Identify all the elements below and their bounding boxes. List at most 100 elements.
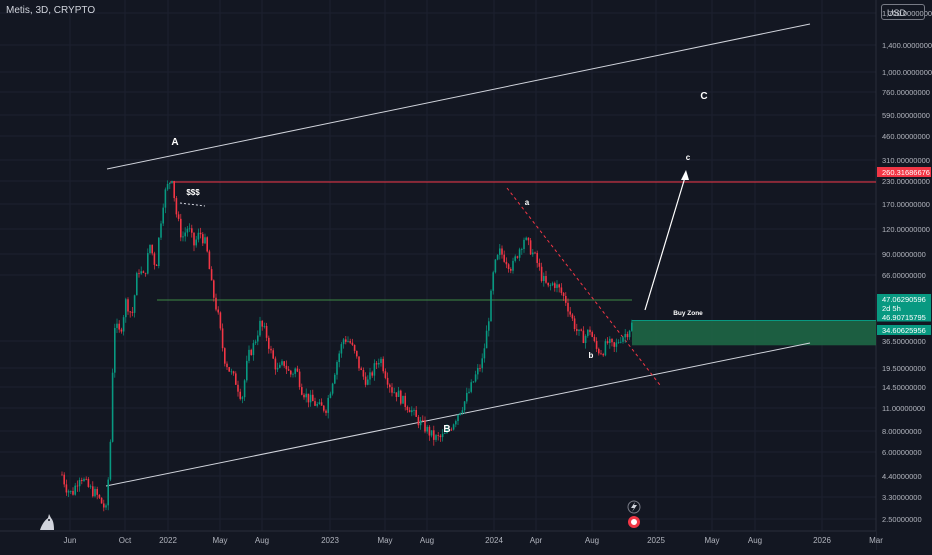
time-tick-label: Mar [869, 536, 883, 545]
price-tick-label: 1,000.00000000 [882, 68, 932, 77]
candle-body [419, 420, 422, 426]
candle-body [602, 354, 604, 356]
time-tick-label: 2022 [159, 536, 177, 545]
candle-body [111, 372, 114, 442]
candle-body [213, 280, 215, 298]
candle-body [325, 410, 327, 413]
candle-body [257, 335, 259, 342]
candle-body [430, 430, 433, 436]
candle-body [298, 371, 301, 388]
candle-body [536, 252, 538, 263]
candle-body [173, 181, 175, 199]
candle-body [492, 272, 494, 291]
price-tick-label: 3.30000000 [882, 493, 922, 502]
candle-body [391, 387, 393, 393]
candle-body [61, 474, 63, 476]
candle-body [237, 384, 239, 392]
candle-body [578, 329, 580, 331]
annotation-label: A [171, 137, 178, 148]
price-tick-label: 4.40000000 [882, 472, 922, 481]
tradingview-logo-icon[interactable] [36, 512, 58, 534]
candle-body [85, 478, 87, 480]
candle-body [468, 391, 470, 393]
candle-body [272, 350, 274, 359]
candle-body [334, 374, 336, 384]
price-tick-label: 8.00000000 [882, 427, 922, 436]
candle-body [180, 218, 182, 238]
price-label-text: 47.06290596 [882, 295, 926, 304]
candle-body [435, 435, 437, 440]
candle-body [426, 426, 428, 432]
candle-body [485, 330, 488, 349]
candle-body [551, 283, 554, 286]
candle-body [422, 420, 424, 422]
candle-body [116, 323, 118, 328]
price-tick-label: 19.50000000 [882, 364, 926, 373]
candle-body [437, 435, 439, 436]
candle-body [202, 234, 204, 244]
candle-body [246, 360, 248, 381]
candle-body [261, 320, 263, 327]
candle-body [318, 402, 321, 404]
candle-body [204, 237, 206, 244]
candle-body [556, 284, 558, 288]
candle-body [142, 271, 145, 273]
candle-body [314, 401, 316, 406]
candle-body [131, 311, 134, 313]
candle-body [147, 253, 149, 274]
candle-body [109, 441, 112, 480]
symbol-info: Metis, 3D, CRYPTO [6, 5, 96, 16]
candle-body [243, 380, 246, 398]
price-label-text: 34.60625956 [882, 326, 926, 335]
time-tick-label: Oct [119, 536, 132, 545]
candle-body [364, 376, 367, 385]
candle-body [74, 485, 76, 495]
candle-body [151, 244, 153, 254]
price-tick-label: 760.00000000 [882, 88, 930, 97]
projection-arrow-head [681, 170, 689, 180]
candle-body [351, 342, 354, 345]
candle-body [499, 248, 501, 255]
candle-body [195, 239, 197, 246]
annotation-label: Buy Zone [673, 310, 703, 317]
candle-body [81, 479, 83, 482]
candle-body [441, 433, 444, 438]
candle-body [444, 433, 446, 434]
candle-body [587, 329, 589, 336]
candle-body [474, 374, 477, 382]
candle-body [584, 335, 587, 344]
candle-body [290, 370, 292, 375]
candle-body [122, 317, 125, 332]
candle-body [285, 365, 288, 370]
candle-body [611, 338, 613, 343]
candle-body [239, 391, 241, 399]
candle-body [507, 264, 510, 269]
candle-body [415, 409, 417, 417]
channel-upper-line [106, 23, 811, 170]
candle-body [501, 248, 503, 255]
candle-body [349, 341, 351, 343]
price-tick-label: 36.50000000 [882, 337, 926, 346]
currency-button[interactable]: USD [881, 4, 925, 20]
candle-body [617, 342, 620, 343]
candle-body [129, 311, 131, 313]
candle-body [164, 189, 167, 208]
candle-body [362, 370, 365, 377]
candle-body [386, 377, 389, 385]
event-flag-icon-dot [631, 519, 637, 525]
candle-body [424, 420, 426, 432]
candle-body [382, 358, 384, 372]
candle-body [155, 264, 158, 267]
candle-body [78, 479, 81, 487]
annotation-label: c [686, 153, 691, 162]
candle-body [92, 486, 94, 497]
price-tick-label: 90.00000000 [882, 250, 926, 259]
candle-body [215, 297, 217, 310]
price-tick-label: 310.00000000 [882, 156, 930, 165]
candle-body [305, 393, 307, 398]
candle-body [463, 401, 466, 411]
price-label-box [877, 167, 931, 177]
candle-body [136, 273, 138, 296]
